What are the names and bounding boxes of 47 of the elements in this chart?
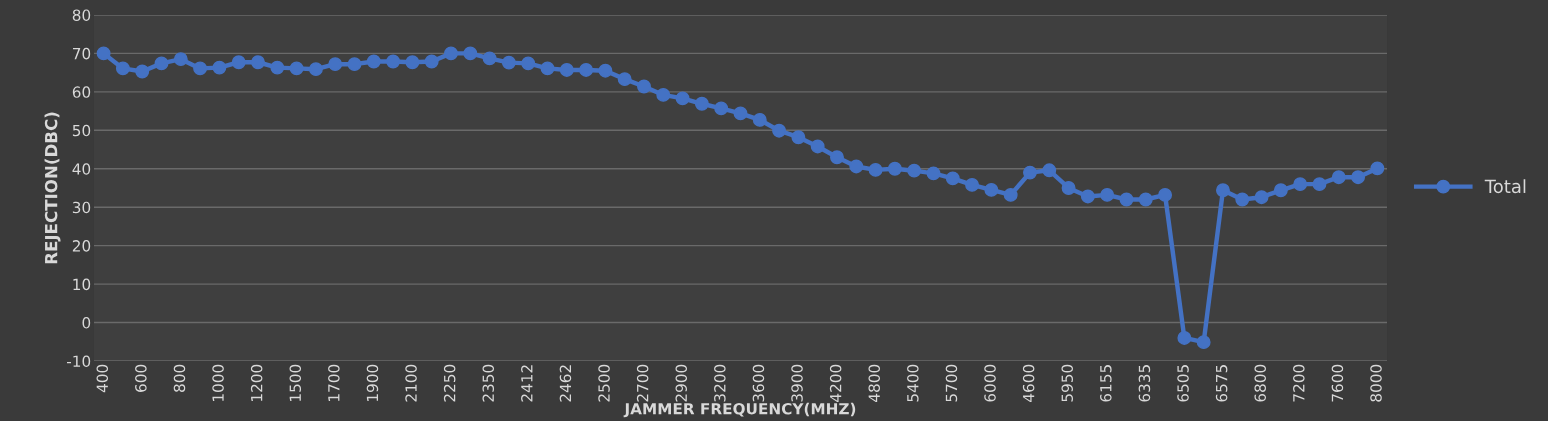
y-tick-label: 30: [72, 201, 91, 214]
x-tick-label: 2100: [405, 364, 417, 402]
x-tick-label: 1900: [366, 364, 379, 401]
x-tick-label: 600: [135, 364, 147, 392]
y-tick-label: 40: [72, 163, 91, 175]
x-tick-label: 8000: [1370, 364, 1382, 402]
x-tick-label: 2250: [443, 364, 456, 402]
x-tick-label: 3600: [752, 364, 765, 402]
x-tick-label: 5400: [907, 364, 919, 402]
y-tick-label: 70: [73, 47, 91, 60]
x-tick-label: 4600: [1022, 364, 1035, 402]
x-tick-label: 400: [96, 364, 109, 393]
y-tick-label: 80: [72, 9, 91, 21]
x-tick-label: 800: [173, 364, 186, 392]
x-tick-label: 1700: [328, 364, 340, 401]
x-tick-label: 7200: [1293, 364, 1305, 402]
y-tick-label: 10: [73, 278, 91, 291]
x-tick-label: 2500: [598, 364, 610, 402]
x-tick-label: 5950: [1061, 364, 1073, 402]
x-tick-label: 2350: [482, 364, 495, 402]
x-axis-title: JAMMER FREQUENCY(MHZ): [623, 402, 856, 418]
x-tick-label: 3900: [791, 364, 803, 402]
x-tick-label: 6000: [984, 364, 996, 402]
y-tick-label: 0: [82, 317, 91, 329]
x-tick-label: 6575: [1215, 365, 1228, 402]
y-tick-label: 60: [72, 86, 91, 98]
x-tick-label: 2462: [559, 365, 572, 402]
x-tick-label: 4200: [829, 364, 842, 402]
x-tick-label: 2700: [636, 364, 649, 402]
y-axis-title: REJECTION(DBC): [44, 112, 61, 264]
x-tick-label: 6335: [1138, 365, 1151, 402]
x-tick-label: 6155: [1100, 365, 1112, 402]
x-tick-label: 1000: [212, 364, 224, 401]
x-tick-label: 4800: [868, 364, 881, 402]
legend-label: Total: [1484, 179, 1526, 194]
x-tick-label: 1200: [250, 364, 263, 401]
x-tick-label: 2900: [675, 364, 688, 402]
x-tick-label: 6800: [1254, 364, 1266, 402]
x-tick-label: 7600: [1331, 364, 1344, 402]
x-tick-label: 6505: [1177, 365, 1189, 402]
y-tick-label: 20: [72, 240, 91, 252]
x-tick-label: 5700: [945, 364, 958, 402]
y-tick-label: -10: [66, 355, 91, 368]
x-tick-label: 2412: [521, 365, 533, 402]
x-tick-label: 3200: [714, 364, 726, 402]
x-tick-label: 1500: [289, 364, 302, 401]
y-tick-label: 50: [72, 124, 91, 137]
